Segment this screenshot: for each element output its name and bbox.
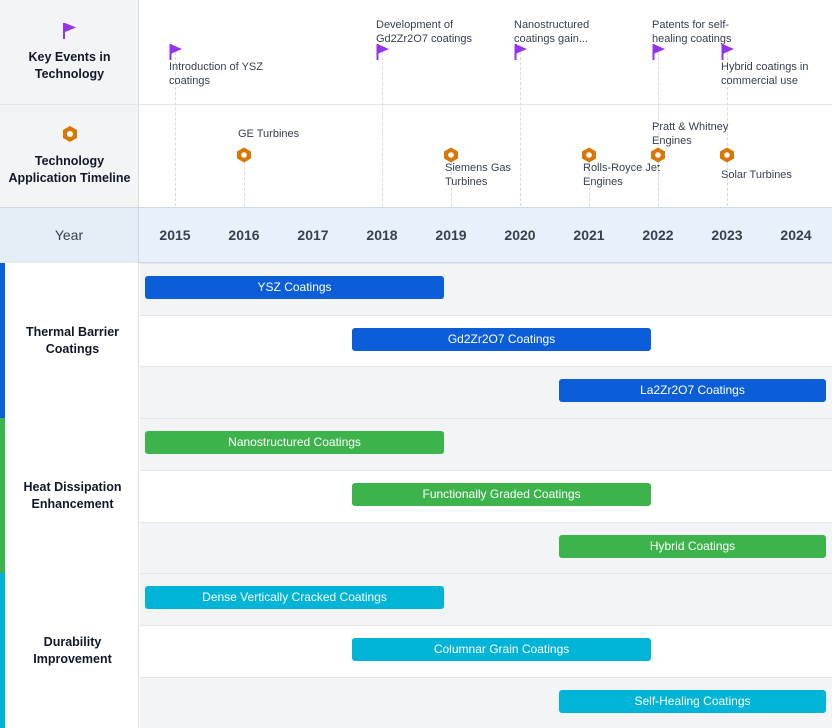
divider xyxy=(0,104,832,105)
application-connector xyxy=(658,162,659,206)
group-label: Durability Improvement xyxy=(3,634,142,668)
year-tick-label: 2022 xyxy=(628,208,688,264)
gantt-bar[interactable]: Gd2Zr2O7 Coatings xyxy=(352,328,651,351)
application-hexagon-icon xyxy=(236,147,252,163)
event-flag-icon xyxy=(169,44,183,60)
gantt-bar[interactable]: Nanostructured Coatings xyxy=(145,431,444,454)
event-label: Hybrid coatings in commercial use xyxy=(721,60,826,88)
gantt-bar[interactable]: La2Zr2O7 Coatings xyxy=(559,379,826,402)
events-header-cell: Key Events in Technology xyxy=(0,0,139,104)
year-tick-label: 2016 xyxy=(214,208,274,264)
event-connector xyxy=(382,52,383,206)
event-label: Development of Gd2Zr2O7 coatings xyxy=(376,18,486,46)
year-tick-label: 2021 xyxy=(559,208,619,264)
application-label: Rolls-Royce Jet Engines xyxy=(583,161,668,189)
flag-icon xyxy=(62,22,78,40)
year-axis: Year 20152016201720182019202020212022202… xyxy=(0,207,832,263)
event-label: Nanostructured coatings gain... xyxy=(514,18,606,46)
event-flag-icon xyxy=(514,44,528,60)
application-connector xyxy=(244,162,245,206)
year-axis-title: Year xyxy=(0,208,139,264)
gantt-bar[interactable]: Columnar Grain Coatings xyxy=(352,638,651,661)
application-label: Solar Turbines xyxy=(721,168,811,182)
application-label: Siemens Gas Turbines xyxy=(445,161,525,189)
application-hexagon-icon xyxy=(650,147,666,163)
group-label: Thermal Barrier Coatings xyxy=(3,324,142,358)
gantt-bar[interactable]: Dense Vertically Cracked Coatings xyxy=(145,586,444,609)
application-label: GE Turbines xyxy=(238,127,318,141)
event-flag-icon xyxy=(652,44,666,60)
hexagon-icon xyxy=(61,125,79,143)
events-label: Key Events in Technology xyxy=(0,49,139,83)
gantt-bar[interactable]: Functionally Graded Coatings xyxy=(352,483,651,506)
gantt-bar[interactable]: YSZ Coatings xyxy=(145,276,444,299)
application-hexagon-icon xyxy=(719,147,735,163)
apps-header-cell: Technology Application Timeline xyxy=(0,104,139,207)
group-label: Heat Dissipation Enhancement xyxy=(3,479,142,513)
year-tick-label: 2017 xyxy=(283,208,343,264)
event-label: Introduction of YSZ coatings xyxy=(169,60,274,88)
year-tick-label: 2020 xyxy=(490,208,550,264)
year-tick-label: 2015 xyxy=(145,208,205,264)
year-tick-label: 2019 xyxy=(421,208,481,264)
year-tick-label: 2024 xyxy=(766,208,826,264)
year-tick-label: 2018 xyxy=(352,208,412,264)
application-label: Pratt & Whitney Engines xyxy=(652,120,737,148)
gantt-bar[interactable]: Hybrid Coatings xyxy=(559,535,826,558)
event-flag-icon xyxy=(376,44,390,60)
apps-label: Technology Application Timeline xyxy=(0,153,139,187)
event-flag-icon xyxy=(721,44,735,60)
event-label: Patents for self-healing coatings xyxy=(652,18,742,46)
year-tick-label: 2023 xyxy=(697,208,757,264)
gantt-bar[interactable]: Self-Healing Coatings xyxy=(559,690,826,713)
